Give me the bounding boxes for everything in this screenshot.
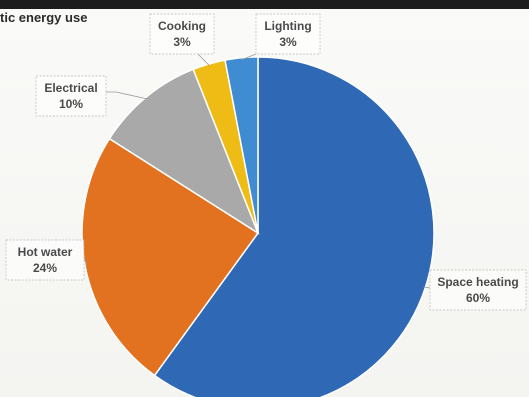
data-label-electrical: Electrical 10% (35, 75, 107, 117)
leader-line-electrical (106, 91, 148, 100)
data-label-box (5, 239, 85, 281)
pie-slice-electrical (108, 68, 260, 235)
data-label-box (255, 13, 321, 55)
data-label-value: 3% (279, 35, 297, 49)
data-label-lighting: Lighting 3% (255, 13, 321, 55)
data-label-value: 60% (466, 291, 490, 305)
leader-line-cooking (197, 53, 210, 67)
data-label-cooking: Cooking 3% (149, 13, 215, 55)
data-label-category: Space heating (437, 275, 518, 289)
data-label-hot-water: Hot water 24% (5, 239, 85, 281)
data-label-box (149, 13, 215, 55)
data-label-space-heating: Space heating 60% (429, 269, 527, 311)
leader-line-space-heating (423, 286, 431, 289)
data-label-value: 24% (33, 261, 57, 275)
pie-slice-lighting (224, 56, 259, 234)
chart-title: tic energy use (0, 10, 88, 25)
pie-slice-hot-water (81, 137, 260, 377)
leader-line-hot-water (83, 257, 88, 266)
leader-line-lighting (241, 53, 257, 61)
data-label-value: 10% (59, 97, 83, 111)
data-label-category: Cooking (158, 19, 206, 33)
data-label-box (429, 269, 527, 311)
data-label-value: 3% (173, 35, 191, 49)
data-label-category: Electrical (44, 81, 97, 95)
data-label-category: Hot water (18, 245, 73, 259)
header-band (0, 0, 529, 9)
data-label-category: Lighting (264, 19, 311, 33)
data-label-box (35, 75, 107, 117)
